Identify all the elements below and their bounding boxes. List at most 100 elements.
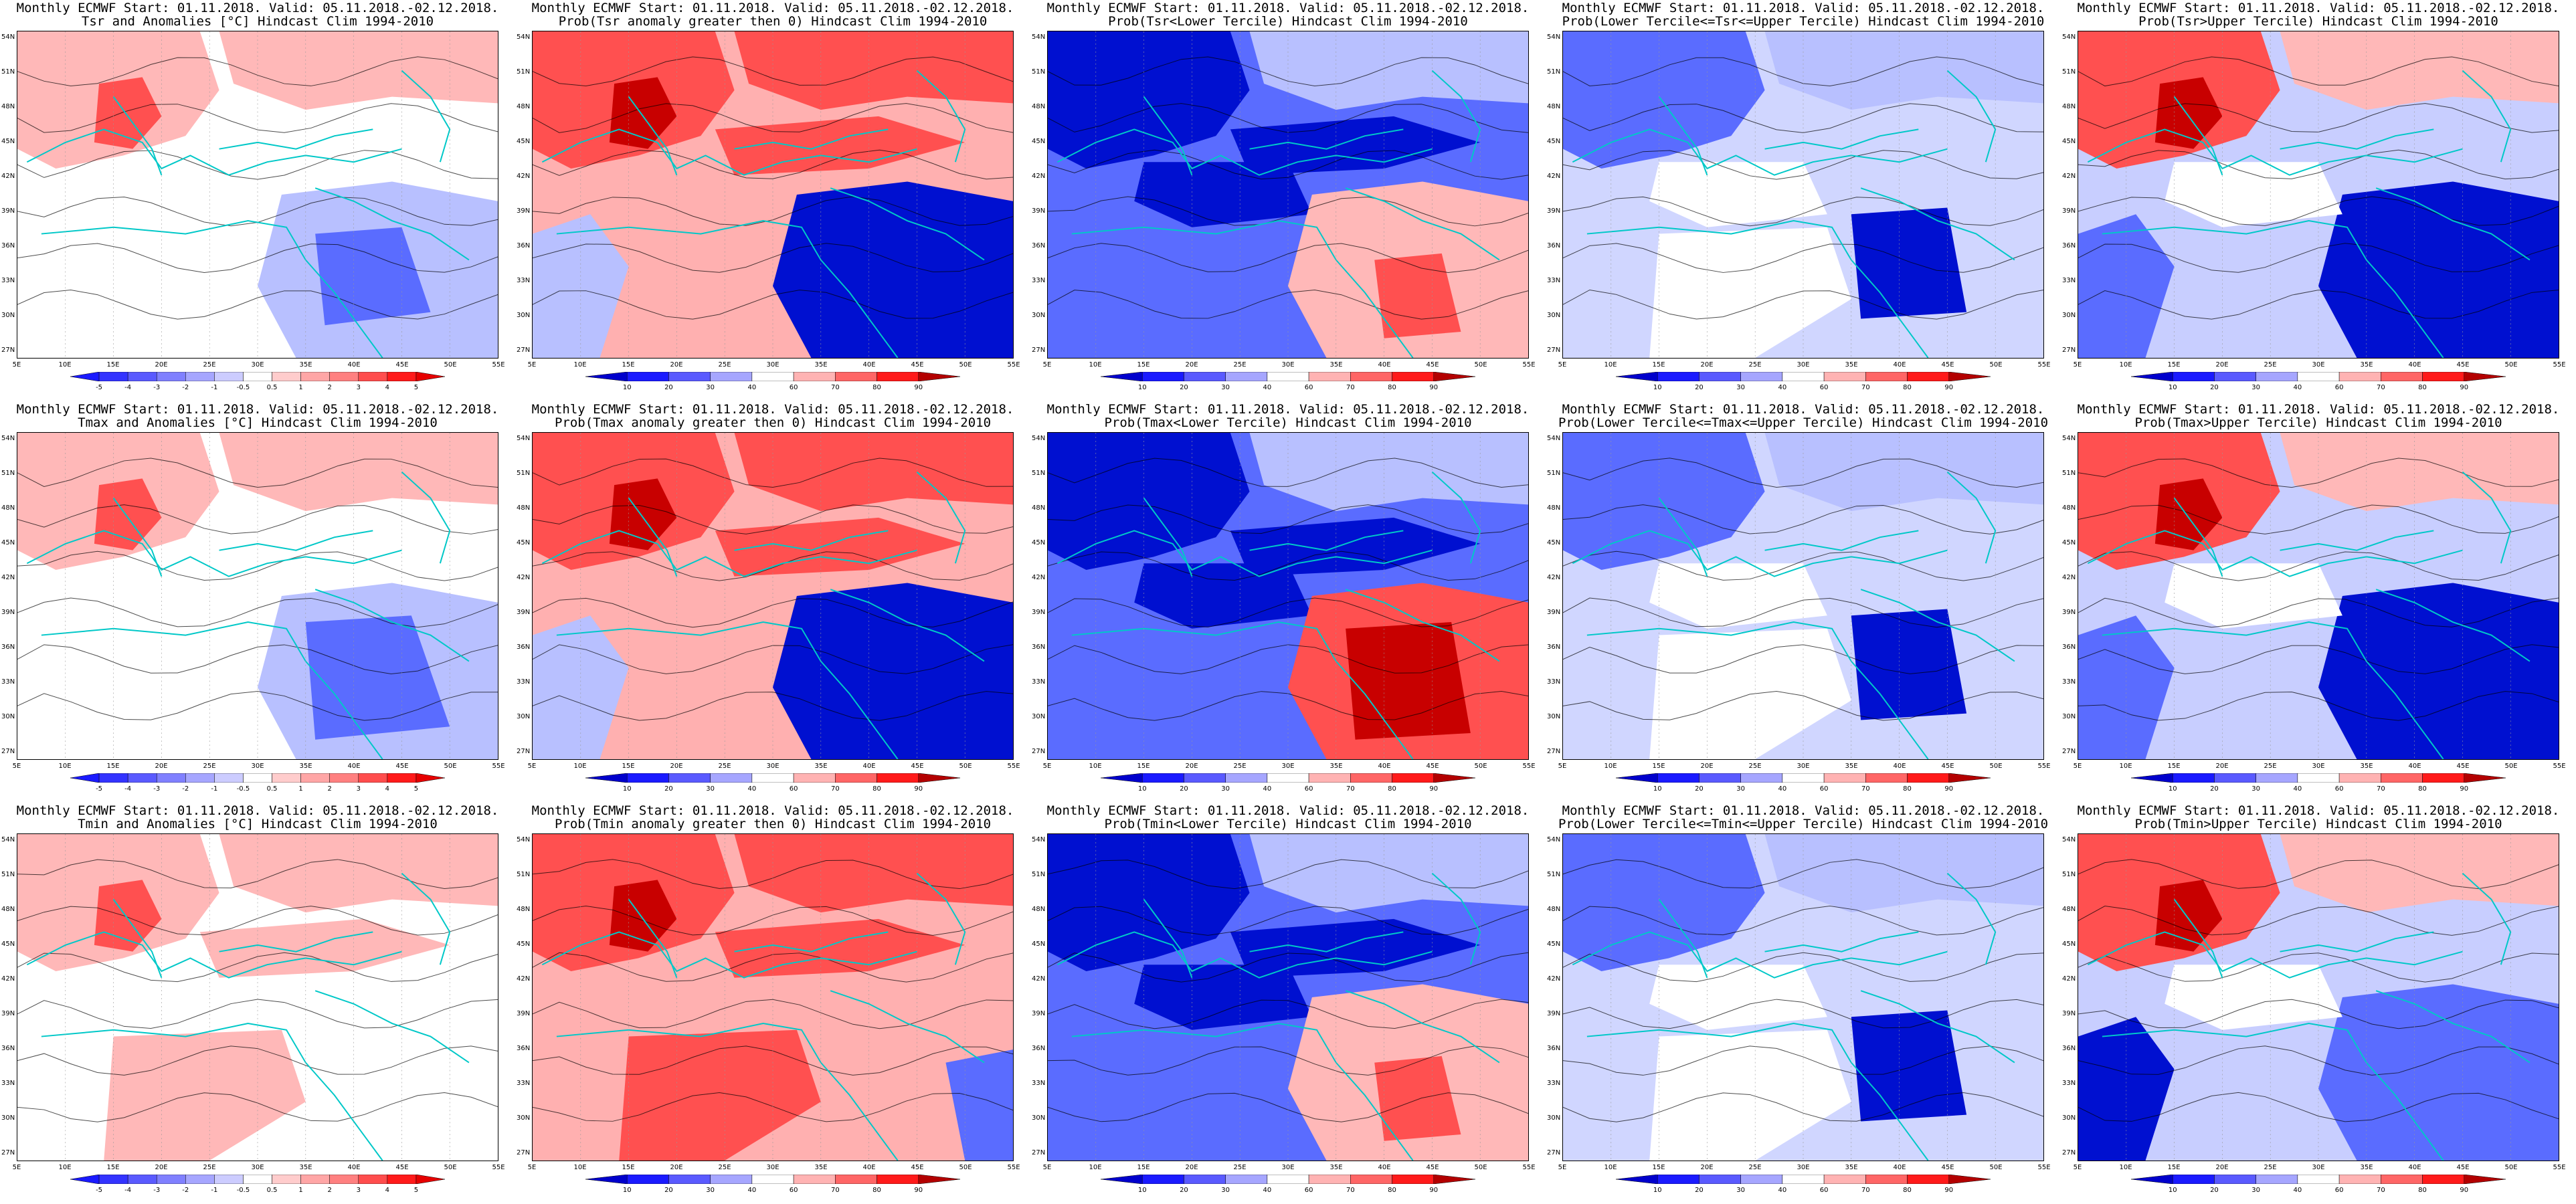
contour-line <box>1563 952 2043 983</box>
longitude-label: 30E <box>1797 361 1810 369</box>
colorbar-tick-label: -4 <box>124 785 132 793</box>
colorbar-swatch <box>358 1175 388 1184</box>
shaded-region <box>773 583 1013 759</box>
latitude-label: 30N <box>517 1114 531 1122</box>
colorbar-tick-label: -5 <box>96 384 103 391</box>
latitude-label: 27N <box>517 1149 531 1157</box>
forecast-field <box>533 31 1013 358</box>
latitude-label: 36N <box>1 643 15 651</box>
forecast-field <box>17 31 498 358</box>
panel-title-line1: Monthly ECMWF Start: 01.11.2018. Valid: … <box>1046 402 1530 417</box>
colorbar-tick-label: 10 <box>1137 384 1147 391</box>
colorbar-swatch <box>1865 1175 1908 1184</box>
longitude-label: 25E <box>1748 1164 1762 1171</box>
longitude-label: 40E <box>862 361 876 369</box>
colorbar-tick-label: 70 <box>830 1187 840 1194</box>
colorbar-swatch <box>1907 372 1950 381</box>
contour-line <box>2078 1092 2559 1122</box>
colorbar-swatch <box>1308 1175 1351 1184</box>
colorbar-swatch <box>70 773 100 783</box>
longitude-label: 15E <box>2167 1164 2181 1171</box>
colorbar-swatch <box>98 372 128 381</box>
forecast-map <box>1047 833 1529 1161</box>
colorbar-tick-label: 80 <box>1388 384 1396 391</box>
latitude-label: 48N <box>1 906 15 913</box>
longitude-label: 30E <box>251 361 264 369</box>
colorbar-swatch <box>1392 1175 1435 1184</box>
colorbar-tick-label: -1 <box>211 1187 218 1194</box>
latitude-label: 51N <box>517 68 531 76</box>
colorbar-tick-label: 70 <box>1346 384 1355 391</box>
longitude-label: 15E <box>1652 1164 1665 1171</box>
panel-title-line2: Tmin and Anomalies [°C] Hindcast Clim 19… <box>78 817 438 831</box>
colorbar-tick-label: 90 <box>914 1187 923 1194</box>
latitude-label: 30N <box>517 713 531 720</box>
colorbar-tick-label: 20 <box>2210 785 2219 793</box>
longitude-label: 35E <box>299 763 312 770</box>
coastline <box>1249 530 1404 551</box>
coastline <box>1572 128 1948 176</box>
latitude-label: 30N <box>1 312 15 319</box>
coastline <box>2375 990 2531 1064</box>
longitude-label: 5E <box>12 361 21 369</box>
latitude-label: 48N <box>2062 504 2076 512</box>
shaded-region <box>734 31 1013 110</box>
coastline <box>556 621 899 759</box>
longitude-label: 20E <box>670 763 683 770</box>
colorbar-swatch <box>70 372 100 381</box>
longitude-label: 30E <box>766 763 779 770</box>
colorbar-swatch <box>2131 372 2173 381</box>
colorbar-swatch <box>2214 1175 2256 1184</box>
coastline <box>2375 589 2531 662</box>
contour-line <box>1048 149 1528 180</box>
forecast-map <box>1047 432 1529 760</box>
colorbar-swatch <box>243 773 272 783</box>
colorbar-tick-label: 60 <box>1819 1187 1829 1194</box>
latitude-label: 48N <box>1032 906 1046 913</box>
colorbar-swatch <box>300 372 330 381</box>
colorbar-swatch <box>2131 1175 2173 1184</box>
panel-title-line2: Prob(Tsr anomaly greater then 0) Hindcas… <box>558 14 988 29</box>
colorbar-tick-label: 90 <box>1429 1187 1439 1194</box>
longitude-label: 25E <box>203 763 216 770</box>
shaded-region <box>1374 253 1461 338</box>
longitude-label: 50E <box>444 361 457 369</box>
contour-line <box>1563 906 2043 936</box>
colorbar-swatch <box>300 1175 330 1184</box>
longitude-label: 5E <box>2073 361 2082 369</box>
colorbar-swatch <box>1141 372 1184 381</box>
colorbar <box>2131 1175 2506 1184</box>
colorbar-tick-label: 1 <box>298 384 303 391</box>
panel-title-line1: Monthly ECMWF Start: 01.11.2018. Valid: … <box>1046 803 1530 818</box>
coastline <box>2102 220 2444 358</box>
colorbar-swatch <box>1823 773 1866 783</box>
shaded-region <box>219 834 498 913</box>
shaded-region <box>734 433 1013 512</box>
shaded-region <box>533 214 629 358</box>
shaded-region <box>94 880 162 952</box>
colorbar-swatch <box>243 1175 272 1184</box>
contour-line <box>17 550 498 581</box>
forecast-panel: Monthly ECMWF Start: 01.11.2018. Valid: … <box>1030 401 1546 803</box>
forecast-panel: Monthly ECMWF Start: 01.11.2018. Valid: … <box>0 401 515 803</box>
shaded-region <box>715 116 965 175</box>
shaded-region <box>1230 918 1481 978</box>
latitude-label: 30N <box>2062 713 2076 720</box>
shaded-region <box>1649 965 1827 1030</box>
longitude-label: 35E <box>1329 763 1343 770</box>
panel-title-line1: Monthly ECMWF Start: 01.11.2018. Valid: … <box>531 803 1014 818</box>
longitude-label: 55E <box>1522 763 1536 770</box>
latitude-label: 36N <box>1 1045 15 1052</box>
longitude-label: 40E <box>1378 361 1391 369</box>
panel-title-line2: Prob(Tmin anomaly greater then 0) Hindca… <box>554 817 992 831</box>
latitude-label: 54N <box>1547 435 1561 442</box>
colorbar-swatch <box>272 773 301 783</box>
coastline <box>26 128 402 176</box>
contour-line <box>1563 504 2043 534</box>
contour-line <box>1048 290 1528 320</box>
longitude-label: 50E <box>959 361 972 369</box>
shaded-region <box>94 77 162 149</box>
colorbar-tick-label: 20 <box>1180 384 1188 391</box>
coastline <box>1572 530 1948 577</box>
colorbar-tick-label: 70 <box>1346 785 1355 793</box>
